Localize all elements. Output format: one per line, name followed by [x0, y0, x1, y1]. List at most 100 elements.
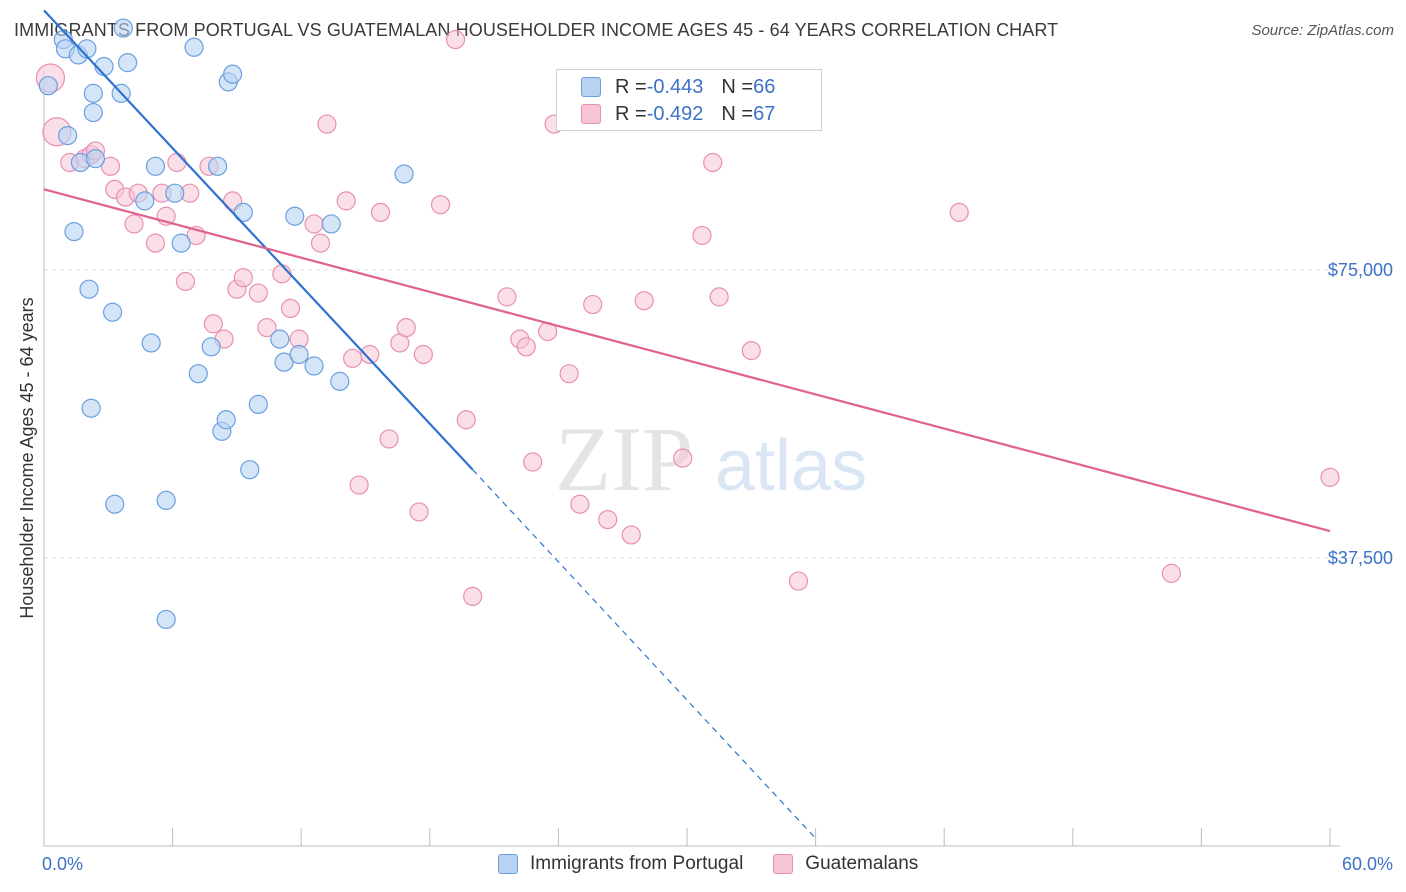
data-point-guatemalans: [124, 214, 144, 234]
legend-r-value-guatemalans: -0.492: [646, 102, 704, 125]
data-point-portugal: [233, 202, 253, 222]
data-point-guatemalans: [570, 494, 590, 514]
data-point-portugal: [135, 191, 155, 211]
data-point-guatemalans: [445, 29, 466, 50]
data-point-guatemalans: [523, 452, 543, 472]
legend-n-value-guatemalans: 67: [753, 102, 776, 125]
data-point-portugal: [216, 410, 236, 430]
data-point-portugal: [145, 156, 166, 176]
data-point-portugal: [208, 156, 228, 176]
legend-label-guatemalans: Guatemalans: [805, 853, 919, 874]
legend-n-label: N =: [721, 102, 754, 125]
trend-line-guatemalans: [43, 188, 1331, 533]
legend-item-guatemalans[interactable]: Guatemalans: [773, 853, 918, 875]
data-point-guatemalans: [310, 233, 331, 253]
data-point-portugal: [321, 214, 341, 234]
watermark-atlas: atlas: [715, 426, 867, 506]
x-tick-labels: 0.0% 60.0%: [42, 854, 1393, 874]
legend-item-portugal[interactable]: Immigrants from Portugal: [498, 853, 743, 875]
data-point-portugal: [240, 460, 260, 480]
x-tick-label: 0.0%: [42, 854, 83, 874]
y-tick-label: $37,500: [1328, 548, 1393, 568]
data-point-guatemalans: [949, 202, 969, 222]
data-point-portugal: [330, 371, 350, 391]
data-point-guatemalans: [703, 152, 723, 173]
data-point-guatemalans: [409, 502, 429, 522]
data-point-guatemalans: [634, 291, 654, 311]
data-point-portugal: [102, 302, 123, 322]
watermark: ZIP atlas: [555, 408, 867, 510]
data-point-guatemalans: [203, 314, 223, 334]
source-note: Source: ZipAtlas.com: [1251, 22, 1394, 39]
legend-swatch-guatemalans: [581, 104, 601, 124]
data-point-portugal: [289, 344, 309, 365]
data-point-portugal: [285, 206, 305, 226]
legend-n-label: N =: [721, 75, 754, 98]
legend-r-value-portugal: -0.443: [646, 75, 704, 98]
data-point-guatemalans: [497, 287, 517, 307]
series-legend: Immigrants from Portugal Guatemalans: [498, 850, 948, 878]
data-point-guatemalans: [304, 214, 324, 234]
data-point-guatemalans: [741, 341, 761, 361]
trend-line-portugal-extension: [472, 469, 817, 839]
data-point-portugal: [83, 83, 103, 103]
data-point-guatemalans: [516, 337, 536, 357]
data-point-guatemalans: [175, 271, 196, 292]
data-point-portugal: [83, 102, 103, 123]
data-point-guatemalans: [621, 525, 641, 545]
data-point-guatemalans: [167, 152, 187, 173]
data-point-portugal: [156, 609, 176, 630]
data-point-guatemalans: [692, 225, 712, 246]
data-point-guatemalans: [248, 283, 268, 303]
data-point-portugal: [57, 126, 78, 146]
data-point-guatemalans: [145, 233, 166, 253]
axes: [43, 70, 1340, 847]
trend-line-portugal: [43, 9, 474, 471]
legend-r-label: R =: [615, 102, 647, 125]
data-point-guatemalans: [100, 156, 121, 176]
data-point-portugal: [141, 333, 161, 353]
data-point-guatemalans: [559, 364, 579, 384]
data-point-guatemalans: [673, 448, 693, 468]
data-point-guatemalans: [343, 348, 363, 368]
data-point-portugal: [105, 494, 125, 514]
data-point-guatemalans: [272, 264, 292, 284]
legend-swatch-portugal: [581, 77, 601, 97]
data-point-portugal: [38, 76, 58, 96]
data-point-guatemalans: [370, 202, 391, 222]
y-axis-title: Householder Income Ages 45 - 64 years: [17, 297, 37, 618]
data-point-portugal: [304, 356, 324, 376]
legend-swatch-guatemalans: [773, 854, 794, 874]
data-point-guatemalans: [233, 268, 253, 288]
data-point-guatemalans: [360, 344, 380, 365]
data-point-portugal: [270, 329, 290, 349]
data-point-portugal: [274, 352, 294, 372]
data-point-guatemalans: [583, 294, 603, 315]
data-point-guatemalans: [280, 298, 301, 318]
watermark-zip: ZIP: [555, 408, 693, 510]
data-point-portugal: [248, 394, 268, 414]
data-point-portugal: [113, 18, 133, 38]
data-point-portugal: [188, 364, 208, 384]
data-point-guatemalans: [317, 114, 337, 134]
data-point-guatemalans: [257, 318, 277, 338]
legend-n-value-portugal: 66: [753, 75, 776, 98]
gridlines: [44, 269, 1395, 559]
legend-row-guatemalans: R = -0.492 N = 67: [581, 101, 775, 127]
y-tick-labels: $37,500$75,000$112,500$150,000: [1328, 260, 1393, 568]
legend-swatch-portugal: [498, 854, 518, 874]
x-tick-label: 60.0%: [1342, 854, 1393, 874]
data-point-guatemalans: [336, 191, 356, 211]
data-point-portugal: [117, 53, 138, 73]
data-point-portugal: [201, 337, 221, 357]
data-point-guatemalans: [379, 429, 399, 449]
data-point-portugal: [156, 490, 176, 510]
correlation-legend: R = -0.443 N = 66 R = -0.492 N = 67: [556, 69, 822, 131]
data-point-portugal: [394, 164, 414, 184]
data-point-guatemalans: [788, 571, 809, 591]
data-point-guatemalans: [1320, 467, 1340, 487]
y-tick-label: $75,000: [1328, 260, 1393, 280]
data-point-guatemalans: [413, 344, 433, 365]
legend-r-label: R =: [615, 75, 647, 98]
